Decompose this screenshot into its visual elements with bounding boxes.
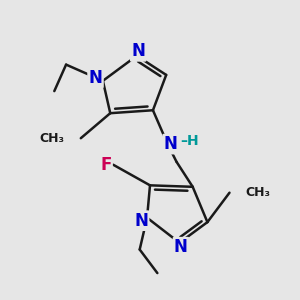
Text: CH₃: CH₃ (246, 186, 271, 199)
Text: N: N (174, 238, 188, 256)
Text: N: N (134, 212, 148, 230)
Text: N: N (131, 42, 145, 60)
Text: F: F (100, 156, 112, 174)
Text: N: N (164, 135, 178, 153)
Text: –H: –H (180, 134, 199, 148)
Text: CH₃: CH₃ (40, 132, 64, 145)
Text: N: N (88, 69, 103, 87)
